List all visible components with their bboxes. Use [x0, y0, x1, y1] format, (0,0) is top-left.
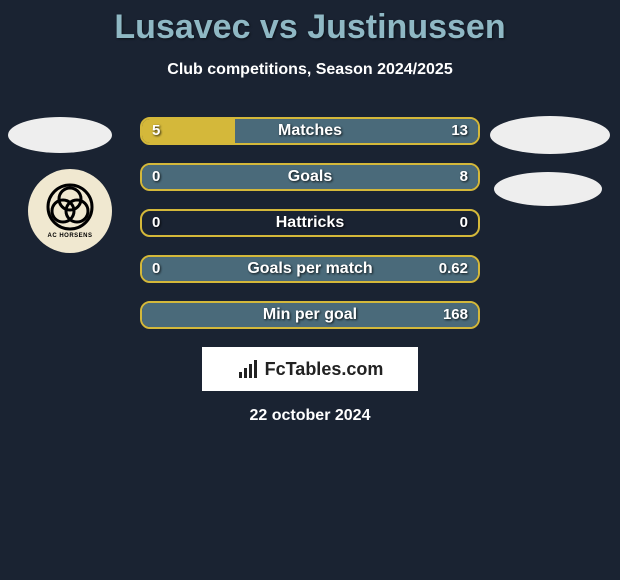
club-badge-left: AC HORSENS: [28, 169, 112, 253]
stat-row: Goals0 8: [140, 163, 480, 191]
decor-ellipse-2: [494, 172, 602, 206]
stat-value-left: 0: [152, 165, 160, 189]
stat-rows: Matches513Goals08Hattricks00Goals per ma…: [140, 117, 480, 329]
stat-row: Matches5 13: [140, 117, 480, 145]
stat-value-right: 8: [460, 165, 468, 189]
stat-row: Min per goal168: [140, 301, 480, 329]
stat-value-right: 0: [460, 211, 468, 235]
stat-value-right: 0.62: [439, 257, 468, 281]
bars-icon: [237, 358, 259, 380]
date-label: 22 october 2024: [0, 407, 620, 425]
page-title: Lusavec vs Justinussen: [0, 0, 620, 47]
stat-label: Min per goal: [142, 303, 478, 327]
subtitle: Club competitions, Season 2024/2025: [0, 61, 620, 79]
brand-banner[interactable]: FcTables.com: [202, 347, 418, 391]
stat-value-left: 0: [152, 211, 160, 235]
club-badge-label: AC HORSENS: [47, 233, 92, 239]
stat-value-right: 13: [451, 119, 468, 143]
stat-label: Matches: [142, 119, 478, 143]
stat-label: Goals per match: [142, 257, 478, 281]
stat-row: Hattricks0 0: [140, 209, 480, 237]
stat-label: Hattricks: [142, 211, 478, 235]
brand-label: FcTables.com: [265, 359, 384, 380]
comparison-panel: AC HORSENS Matches513Goals08Hattricks00G…: [0, 117, 620, 425]
decor-ellipse-0: [8, 117, 112, 153]
stat-label: Goals: [142, 165, 478, 189]
stat-row: Goals per match0 0.62: [140, 255, 480, 283]
stat-value-left: 5: [152, 119, 160, 143]
stat-value-left: 0: [152, 257, 160, 281]
stat-value-right: 168: [443, 303, 468, 327]
decor-ellipse-1: [490, 116, 610, 154]
